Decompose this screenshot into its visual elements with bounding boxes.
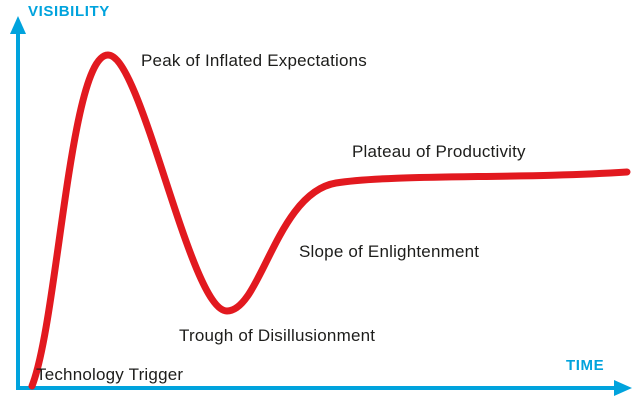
label-peak-of-inflated-expectations: Peak of Inflated Expectations [141,51,367,70]
label-technology-trigger: Technology Trigger [36,365,184,384]
y-axis-arrow-icon [10,16,26,34]
hype-curve [28,51,631,390]
y-axis-label: VISIBILITY [28,3,110,20]
label-slope-of-enlightenment: Slope of Enlightenment [299,242,480,261]
label-trough-of-disillusionment: Trough of Disillusionment [179,326,376,345]
x-axis-arrow-icon [614,380,632,396]
x-axis-label: TIME [566,357,605,374]
label-plateau-of-productivity: Plateau of Productivity [352,142,526,161]
